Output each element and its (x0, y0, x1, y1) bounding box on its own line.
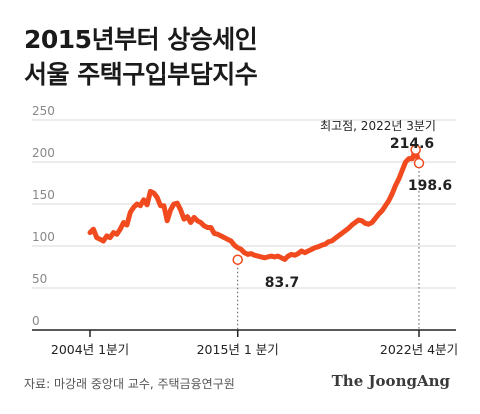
y-axis-ticks: 0 50 100 150 200 250 (32, 104, 55, 328)
x-axis: 2004년 1분기 2015년 1 분기 2022년 4분기 (32, 329, 458, 357)
annotation-labels: 83.7 214.6 최고점, 2022년 3분기 198.6 (265, 119, 452, 291)
y-tick-label: 250 (32, 104, 55, 118)
title-line-1: 2015년부터 상승세인 (24, 25, 258, 54)
x-tick-label: 2015년 1 분기 (197, 342, 279, 357)
chart-title: 2015년부터 상승세인 서울 주택구입부담지수 (24, 22, 258, 92)
y-tick-label: 0 (32, 314, 40, 328)
data-marker (232, 254, 243, 265)
y-tick-label: 50 (32, 272, 47, 286)
y-tick-label: 200 (32, 146, 55, 160)
peak-caption: 최고점, 2022년 3분기 (320, 119, 436, 133)
data-label: 214.6 (390, 136, 434, 152)
title-line-2: 서울 주택구입부담지수 (24, 60, 258, 89)
data-marker (410, 144, 421, 155)
series-line (87, 147, 422, 262)
publisher-logo: The JoongAng (331, 372, 450, 390)
data-marker (413, 157, 425, 169)
source-text: 자료: 마강래 중앙대 교수, 주택금융연구원 (24, 377, 235, 391)
x-tick-label: 2022년 4분기 (380, 342, 458, 357)
annotation-markers (232, 144, 425, 265)
y-tick-label: 100 (32, 230, 55, 244)
y-tick-label: 150 (32, 188, 55, 202)
data-label: 83.7 (265, 275, 300, 291)
data-label: 198.6 (408, 178, 452, 194)
x-tick-label: 2004년 1분기 (51, 342, 129, 357)
